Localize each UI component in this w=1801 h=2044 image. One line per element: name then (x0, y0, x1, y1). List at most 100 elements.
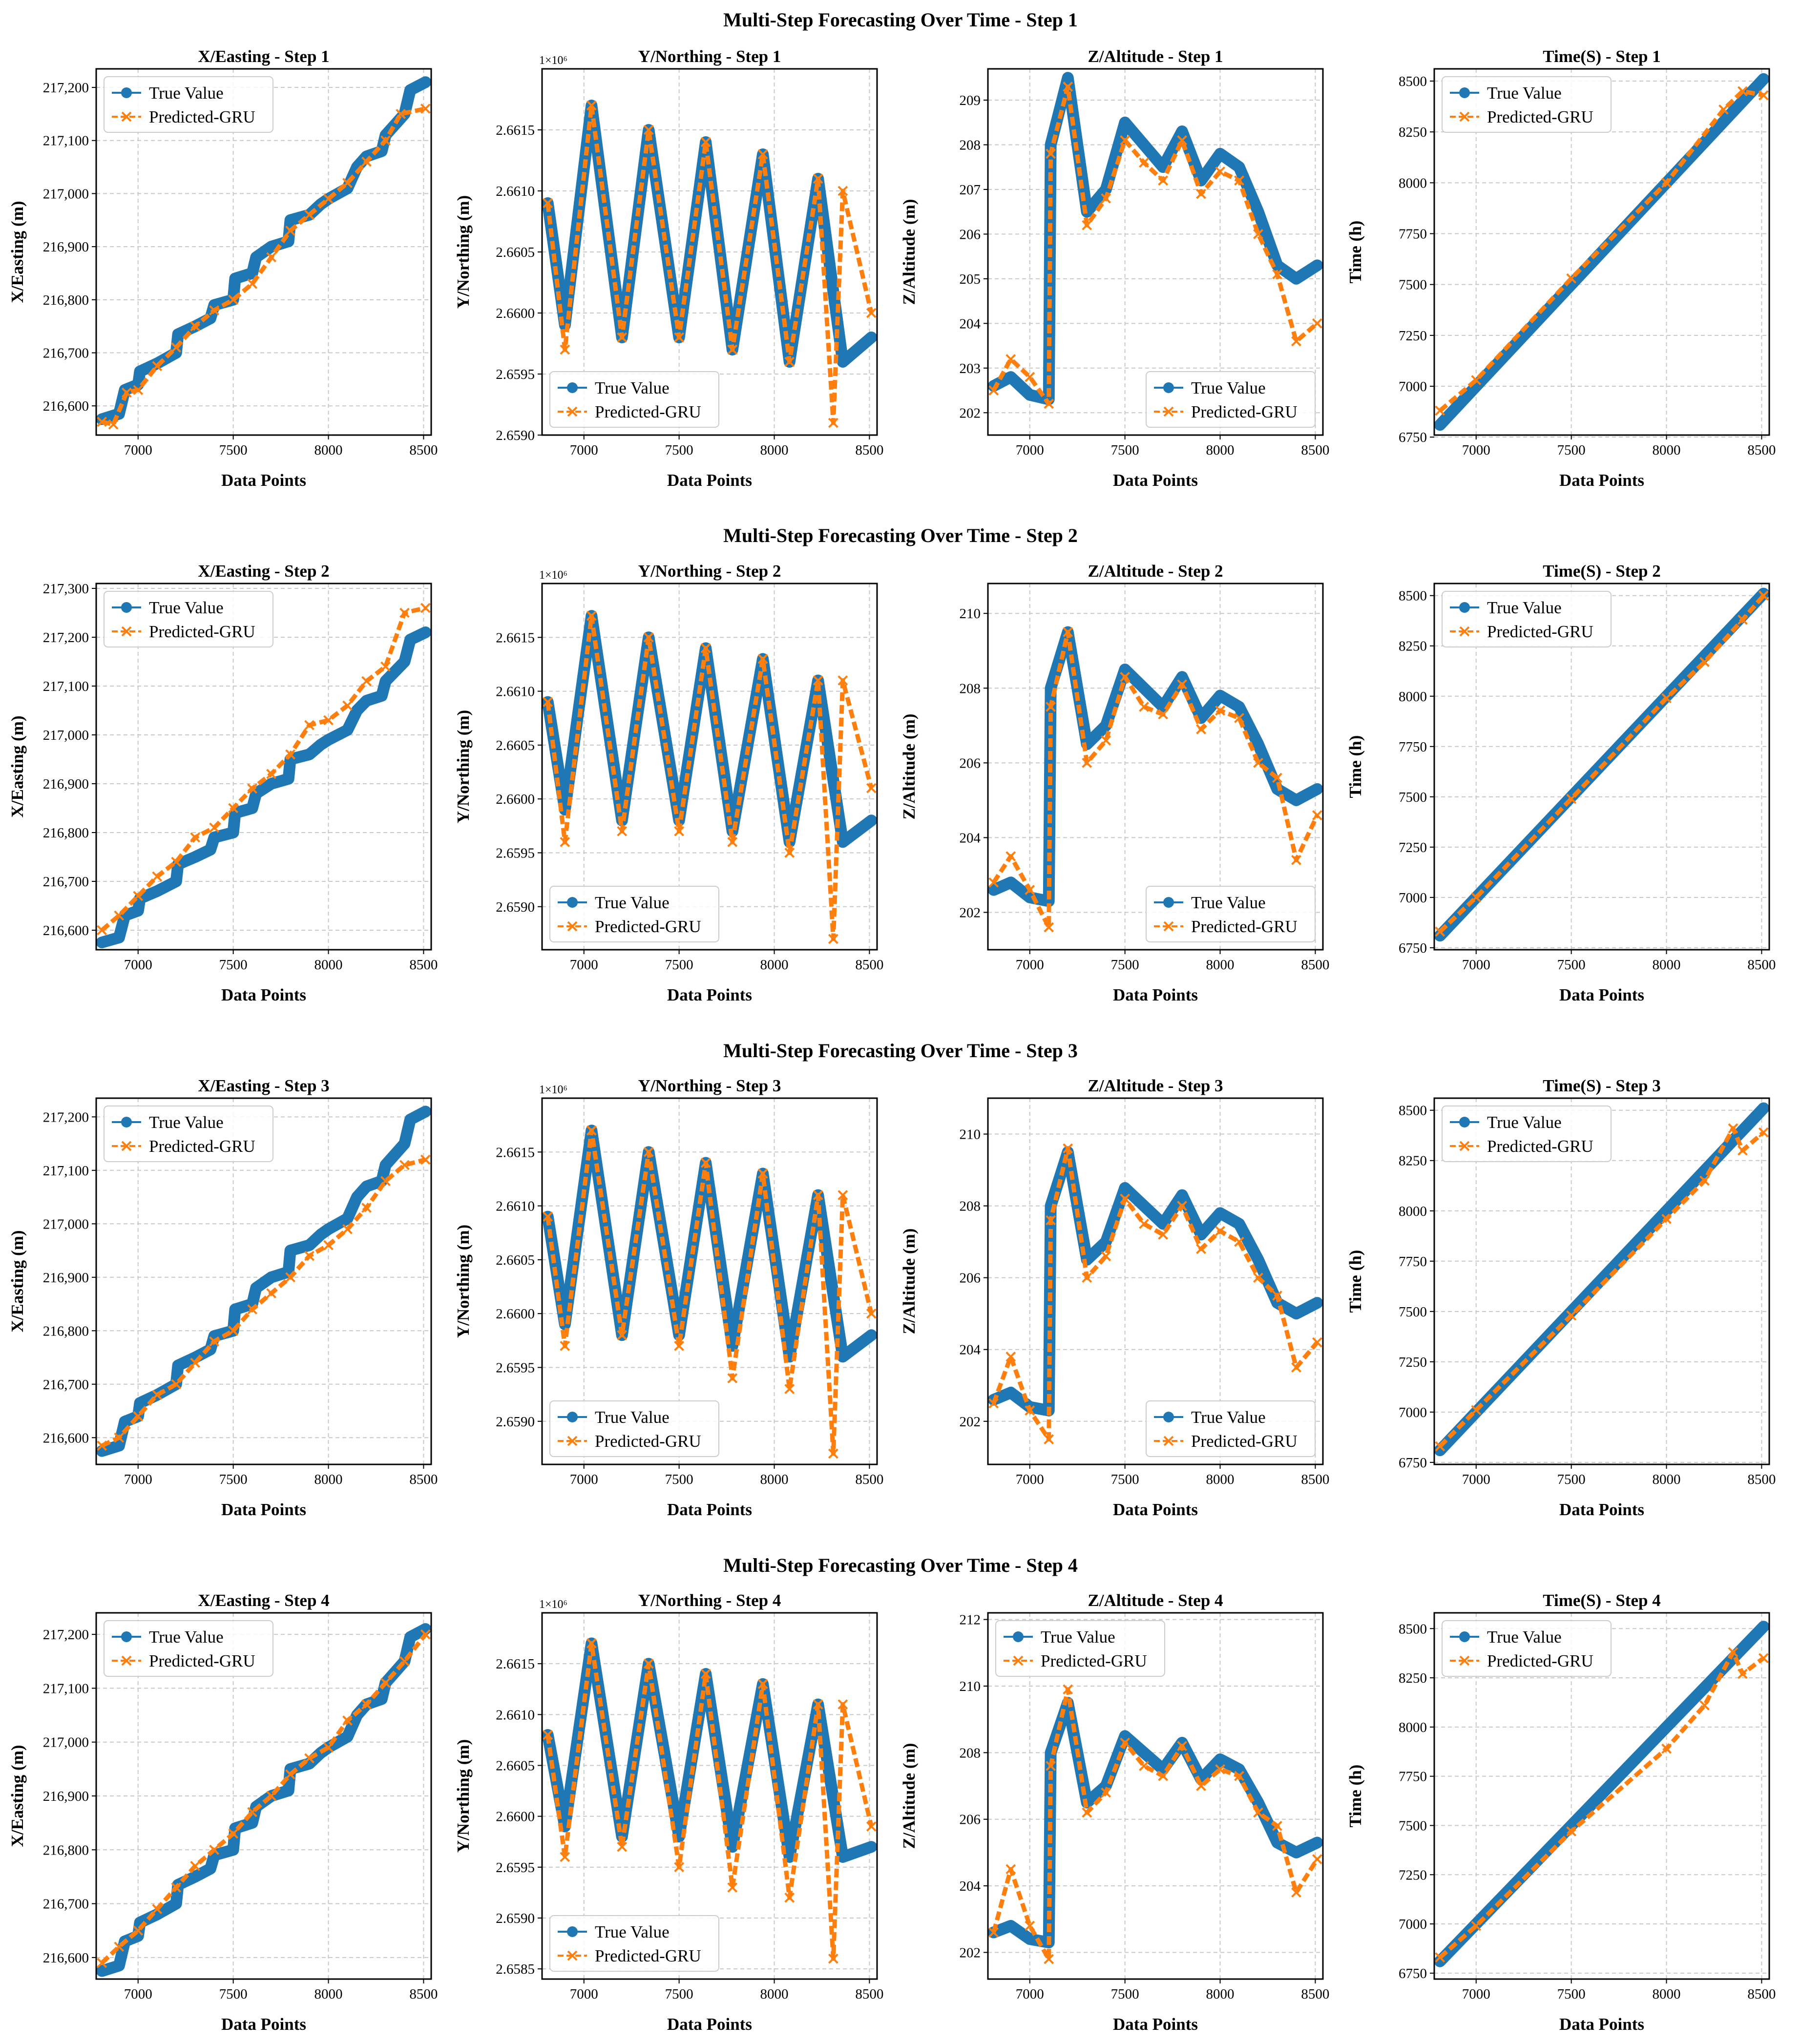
y-tick-label: 206 (960, 1271, 981, 1286)
axis-offset-label: 1×10⁶ (539, 1598, 567, 1611)
y-tick-label: 2.6605 (496, 245, 535, 260)
data-point-predicted-gru (700, 643, 711, 653)
subplot-4-2: 7000 7500 8000 8500 2.6585 2.6590 2.6595 2.6600… (454, 1591, 883, 2034)
data-point-predicted-gru (380, 661, 391, 672)
data-point-true-value (351, 705, 362, 716)
data-point-true-value (361, 1181, 372, 1192)
y-tick-label: 217,200 (43, 80, 89, 96)
data-point-true-value (285, 1245, 296, 1256)
data-point-predicted-gru (114, 1941, 125, 1952)
data-point-true-value (1312, 1297, 1323, 1309)
data-point-predicted-gru (399, 1656, 410, 1667)
y-tick-label: 2.6605 (496, 1758, 535, 1774)
data-point-predicted-gru (727, 836, 738, 847)
x-tick-label: 7000 (1462, 1986, 1490, 2002)
data-point-predicted-gru (1215, 1226, 1225, 1236)
y-tick-label: 202 (960, 1414, 981, 1430)
data-point-predicted-gru (247, 1304, 258, 1314)
series-line-predicted-gru (101, 1157, 426, 1448)
y-axis-label: Time (h) (1346, 1765, 1365, 1828)
data-point-predicted-gru (1005, 1351, 1016, 1362)
data-point-predicted-gru (828, 934, 838, 944)
x-tick-label: 8500 (409, 442, 438, 458)
y-tick-label: 8250 (1399, 125, 1427, 140)
data-point-true-value (1312, 260, 1323, 271)
x-tick-label: 7500 (1557, 957, 1586, 973)
y-tick-label: 6750 (1399, 1966, 1427, 1981)
data-point-predicted-gru (1158, 1771, 1169, 1781)
series-group (542, 1125, 877, 1459)
data-point-predicted-gru (285, 1769, 295, 1780)
legend-marker-predicted-gru (1459, 111, 1470, 122)
data-point-predicted-gru (228, 294, 239, 305)
data-point-predicted-gru (266, 769, 277, 779)
data-point-predicted-gru (1177, 1741, 1187, 1752)
legend-marker-predicted-gru (567, 921, 578, 932)
data-point-predicted-gru (813, 1190, 823, 1200)
y-axis-label: Y/Northing (m) (454, 195, 473, 309)
data-point-predicted-gru (1046, 148, 1056, 159)
data-point-predicted-gru (133, 385, 144, 396)
y-tick-label: 204 (960, 316, 981, 332)
data-point-predicted-gru (560, 836, 570, 847)
data-point-predicted-gru (152, 871, 163, 882)
data-point-predicted-gru (1253, 1272, 1263, 1283)
data-point-predicted-gru (114, 910, 125, 921)
series-group (988, 1143, 1323, 1444)
data-point-predicted-gru (1253, 757, 1263, 768)
data-point-predicted-gru (838, 186, 848, 196)
data-point-predicted-gru (1082, 1807, 1092, 1818)
y-tick-label: 204 (960, 1878, 981, 1894)
data-point-predicted-gru (1025, 1405, 1035, 1416)
legend: True Value Predicted-GRU (1442, 1620, 1612, 1677)
legend-label-predicted-gru: Predicted-GRU (1191, 402, 1298, 421)
subplot-4-3: 7000 7500 8000 8500 202 204 206 208 210 212 Z/Alti… (900, 1591, 1329, 2034)
data-point-predicted-gru (304, 1753, 314, 1764)
plot-frame (541, 583, 878, 951)
y-tick-label: 6750 (1399, 1455, 1427, 1471)
y-tick-label: 8000 (1399, 1720, 1427, 1735)
legend: True Value Predicted-GRU (995, 1620, 1165, 1677)
data-point-predicted-gru (1082, 757, 1092, 768)
data-point-predicted-gru (304, 1251, 314, 1261)
data-point-predicted-gru (1215, 166, 1225, 177)
data-point-predicted-gru (152, 1390, 163, 1400)
y-tick-label: 210 (960, 1127, 981, 1143)
data-point-true-value (323, 734, 334, 745)
data-point-true-value (96, 937, 107, 948)
data-point-true-value (405, 1631, 416, 1643)
y-tick-label: 7500 (1399, 790, 1427, 805)
x-tick-label: 8500 (855, 1986, 883, 2002)
data-point-predicted-gru (1471, 1920, 1482, 1931)
legend-marker-true-value (567, 897, 578, 908)
series-group (542, 1637, 877, 1964)
x-tick-label: 8500 (409, 1986, 438, 2002)
x-tick-label: 7500 (665, 1472, 693, 1487)
data-point-predicted-gru (1046, 1761, 1056, 1772)
data-point-predicted-gru (1471, 375, 1482, 385)
data-point-predicted-gru (543, 697, 553, 708)
data-point-true-value (1312, 1837, 1323, 1848)
y-tick-label: 2.6610 (496, 184, 535, 199)
x-tick-label: 8500 (1301, 957, 1329, 973)
data-point-predicted-gru (1738, 1145, 1748, 1156)
y-tick-label: 206 (960, 755, 981, 771)
legend: True Value Predicted-GRU (104, 591, 273, 647)
data-point-predicted-gru (1566, 793, 1577, 804)
x-tick-label: 7500 (1111, 442, 1139, 458)
y-tick-label: 7750 (1399, 1769, 1427, 1785)
y-tick-label: 8500 (1399, 1103, 1427, 1119)
data-point-predicted-gru (420, 1154, 431, 1165)
x-tick-label: 7000 (1016, 442, 1044, 458)
data-point-predicted-gru (1177, 135, 1187, 146)
plot-frame (987, 68, 1324, 436)
x-tick-label: 8000 (760, 957, 789, 973)
data-point-predicted-gru (1215, 1764, 1225, 1774)
data-point-predicted-gru (361, 676, 372, 687)
x-axis-label: Data Points (221, 1500, 306, 1519)
data-point-predicted-gru (190, 832, 201, 843)
data-point-predicted-gru (1120, 1737, 1131, 1748)
data-point-predicted-gru (1215, 705, 1225, 716)
y-tick-label: 217,100 (43, 1163, 89, 1179)
data-point-true-value (230, 1304, 241, 1315)
